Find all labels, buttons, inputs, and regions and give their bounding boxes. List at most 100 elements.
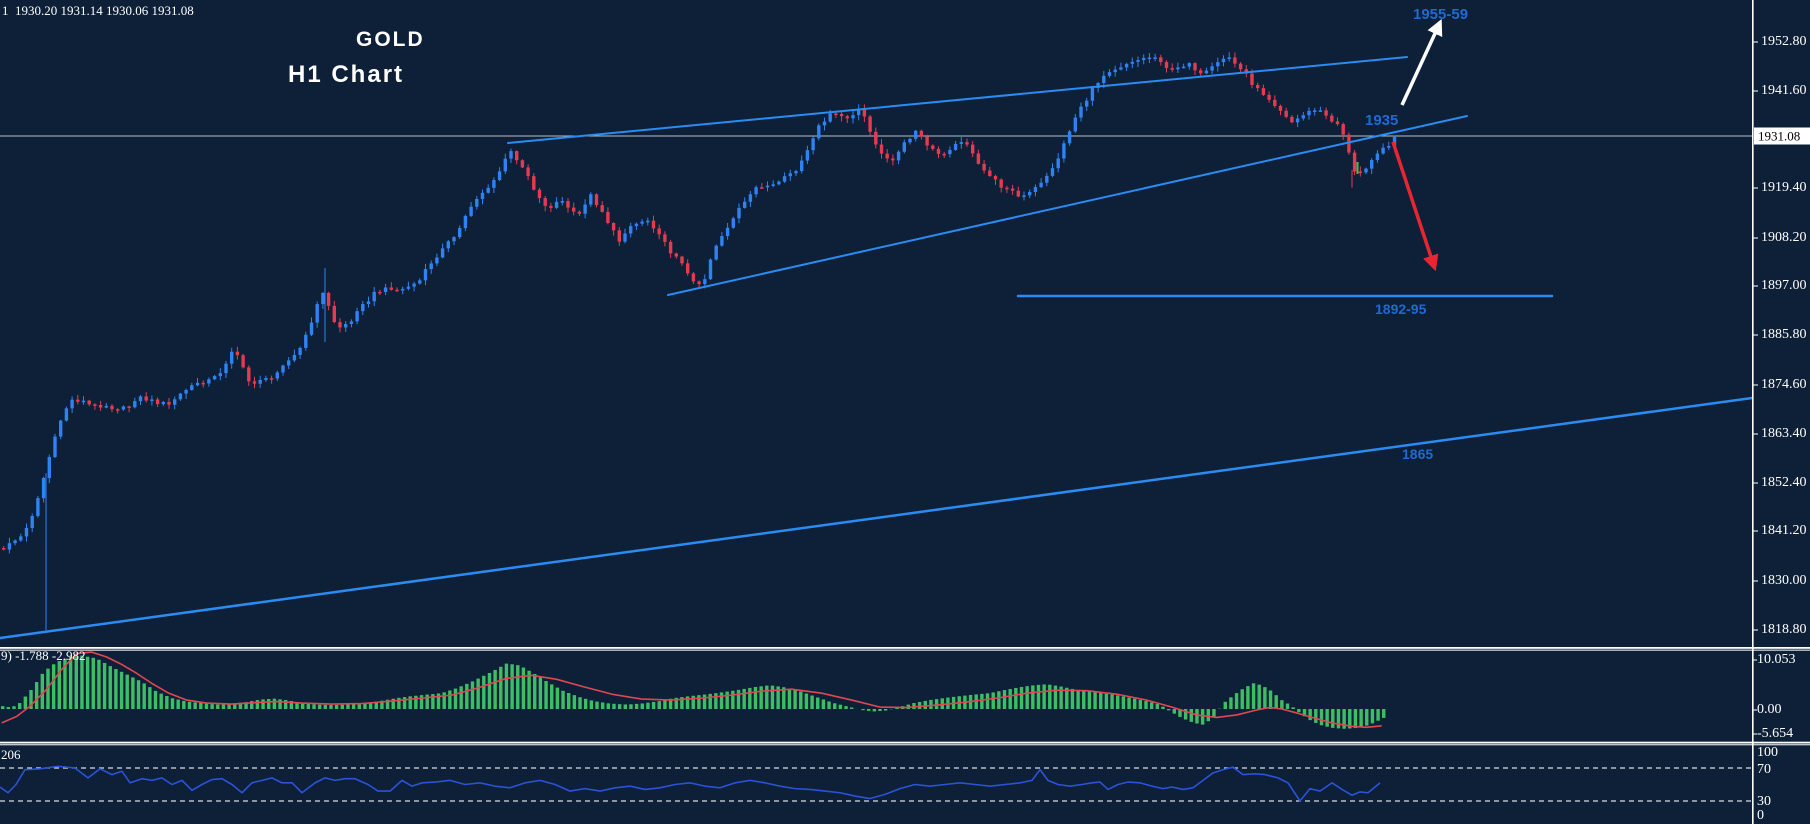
bull-candle (509, 151, 513, 159)
macd-histogram-bar (278, 699, 282, 709)
macd-histogram-bar (233, 703, 237, 709)
price-axis-line[interactable] (1752, 0, 1754, 824)
macd-histogram-bar (482, 675, 486, 709)
panel-separator[interactable] (0, 647, 1810, 649)
macd-histogram-bar (770, 685, 775, 709)
bear-candle (1016, 190, 1020, 197)
bull-candle (634, 223, 639, 227)
macd-histogram-bar (346, 704, 350, 709)
bear-candle (1278, 105, 1283, 111)
macd-histogram-bar (493, 669, 497, 709)
bull-candle (309, 322, 314, 335)
macd-histogram-bar (617, 704, 622, 709)
macd-histogram-bar (244, 702, 248, 709)
bear-candle (657, 228, 661, 235)
macd-histogram-bar (510, 664, 514, 709)
bear-candle (1290, 116, 1294, 123)
bear-candle (611, 222, 616, 231)
macd-histogram-bar (391, 698, 395, 709)
bull-candle (469, 206, 473, 216)
chart-title: GOLD (356, 28, 425, 51)
bull-candle (178, 393, 183, 400)
macd-histogram-bar (697, 695, 701, 709)
bear-candle (663, 234, 667, 242)
macd-histogram-bar (1206, 709, 1210, 722)
macd-histogram-bar (1240, 689, 1244, 709)
macd-histogram-bar (91, 657, 95, 709)
bear-candle (680, 256, 684, 264)
bear-candle (1267, 94, 1271, 100)
macd-histogram-bar (1200, 709, 1205, 725)
macd-histogram-bar (17, 703, 22, 709)
bear-candle (1238, 63, 1243, 70)
bear-candle (378, 291, 382, 294)
bull-candle (1227, 57, 1231, 60)
bull-candle (1392, 136, 1397, 147)
macd-histogram-bar (425, 694, 429, 709)
panel-separator[interactable] (0, 741, 1810, 744)
bull-candle (207, 379, 211, 384)
macd-histogram-bar (974, 694, 978, 709)
macd-histogram-bar (550, 684, 554, 709)
annotation-label-1955-59[interactable]: 1955-59 (1413, 6, 1469, 23)
macd-histogram-bar (97, 659, 101, 709)
macd-histogram-bar (1042, 684, 1046, 709)
macd-histogram-bar (238, 702, 243, 709)
bull-candle (623, 233, 627, 242)
macd-histogram-bar (623, 704, 627, 709)
macd-histogram-bar (419, 695, 424, 709)
bearish-scenario-arrow[interactable] (1391, 141, 1439, 272)
macd-histogram-bar (736, 689, 741, 709)
bull-candle (1375, 153, 1380, 161)
macd-histogram-bar (1155, 703, 1160, 709)
bear-candle (942, 153, 946, 156)
bull-candle (292, 354, 297, 361)
macd-histogram-bar (567, 693, 571, 709)
annotation-label-1865[interactable]: 1865 (1402, 446, 1434, 462)
annotation-label-1892-95[interactable]: 1892-95 (1375, 301, 1427, 317)
macd-histogram-bar (176, 699, 180, 709)
bull-candle (1301, 115, 1305, 119)
macd-histogram-bar (1189, 709, 1193, 722)
bull-candle (777, 181, 781, 185)
rsi-axis-label: 0 (1757, 808, 1764, 823)
bear-candle (1170, 68, 1174, 70)
bear-candle (201, 382, 205, 385)
macd-histogram-bar (221, 704, 226, 709)
macd-histogram-bar (742, 688, 746, 709)
macd-histogram-bar (1070, 688, 1075, 709)
price-axis-label: 1830.00 (1761, 573, 1807, 588)
bull-candle (1050, 168, 1055, 176)
bull-candle (629, 226, 633, 234)
bull-candle (298, 347, 302, 355)
bull-candle (1085, 100, 1089, 107)
macd-histogram-bar (521, 667, 526, 709)
bull-candle (1176, 67, 1180, 70)
macd-histogram-bar (793, 690, 797, 709)
bear-candle (976, 153, 981, 164)
bull-candle (440, 248, 445, 258)
annotation-label-1935[interactable]: 1935 (1365, 112, 1399, 129)
bull-candle (104, 405, 108, 408)
macd-histogram-bar (204, 703, 209, 709)
wedge-lower-trendline[interactable] (667, 115, 1468, 296)
macd-indicator-label: 9) -1.788 -2.982 (1, 648, 86, 663)
macd-histogram-bar (782, 687, 786, 709)
bear-candle (697, 281, 701, 285)
bear-candle (326, 292, 331, 306)
macd-histogram-bar (555, 687, 560, 709)
macd-histogram-bar (702, 694, 707, 709)
wedge-upper-trendline[interactable] (507, 56, 1408, 144)
bear-candle (1233, 57, 1237, 64)
bull-candle (1181, 66, 1186, 69)
macd-histogram-bar (1076, 689, 1080, 709)
bull-candle (1216, 62, 1220, 67)
bull-candle (1039, 182, 1043, 188)
support-trendline-1865[interactable] (0, 396, 1754, 640)
macd-histogram-bar (612, 703, 616, 709)
macd-histogram-bar (12, 706, 16, 709)
macd-histogram-bar (408, 696, 412, 709)
bullish-scenario-arrow[interactable] (1400, 19, 1443, 106)
bear-candle (971, 144, 975, 154)
